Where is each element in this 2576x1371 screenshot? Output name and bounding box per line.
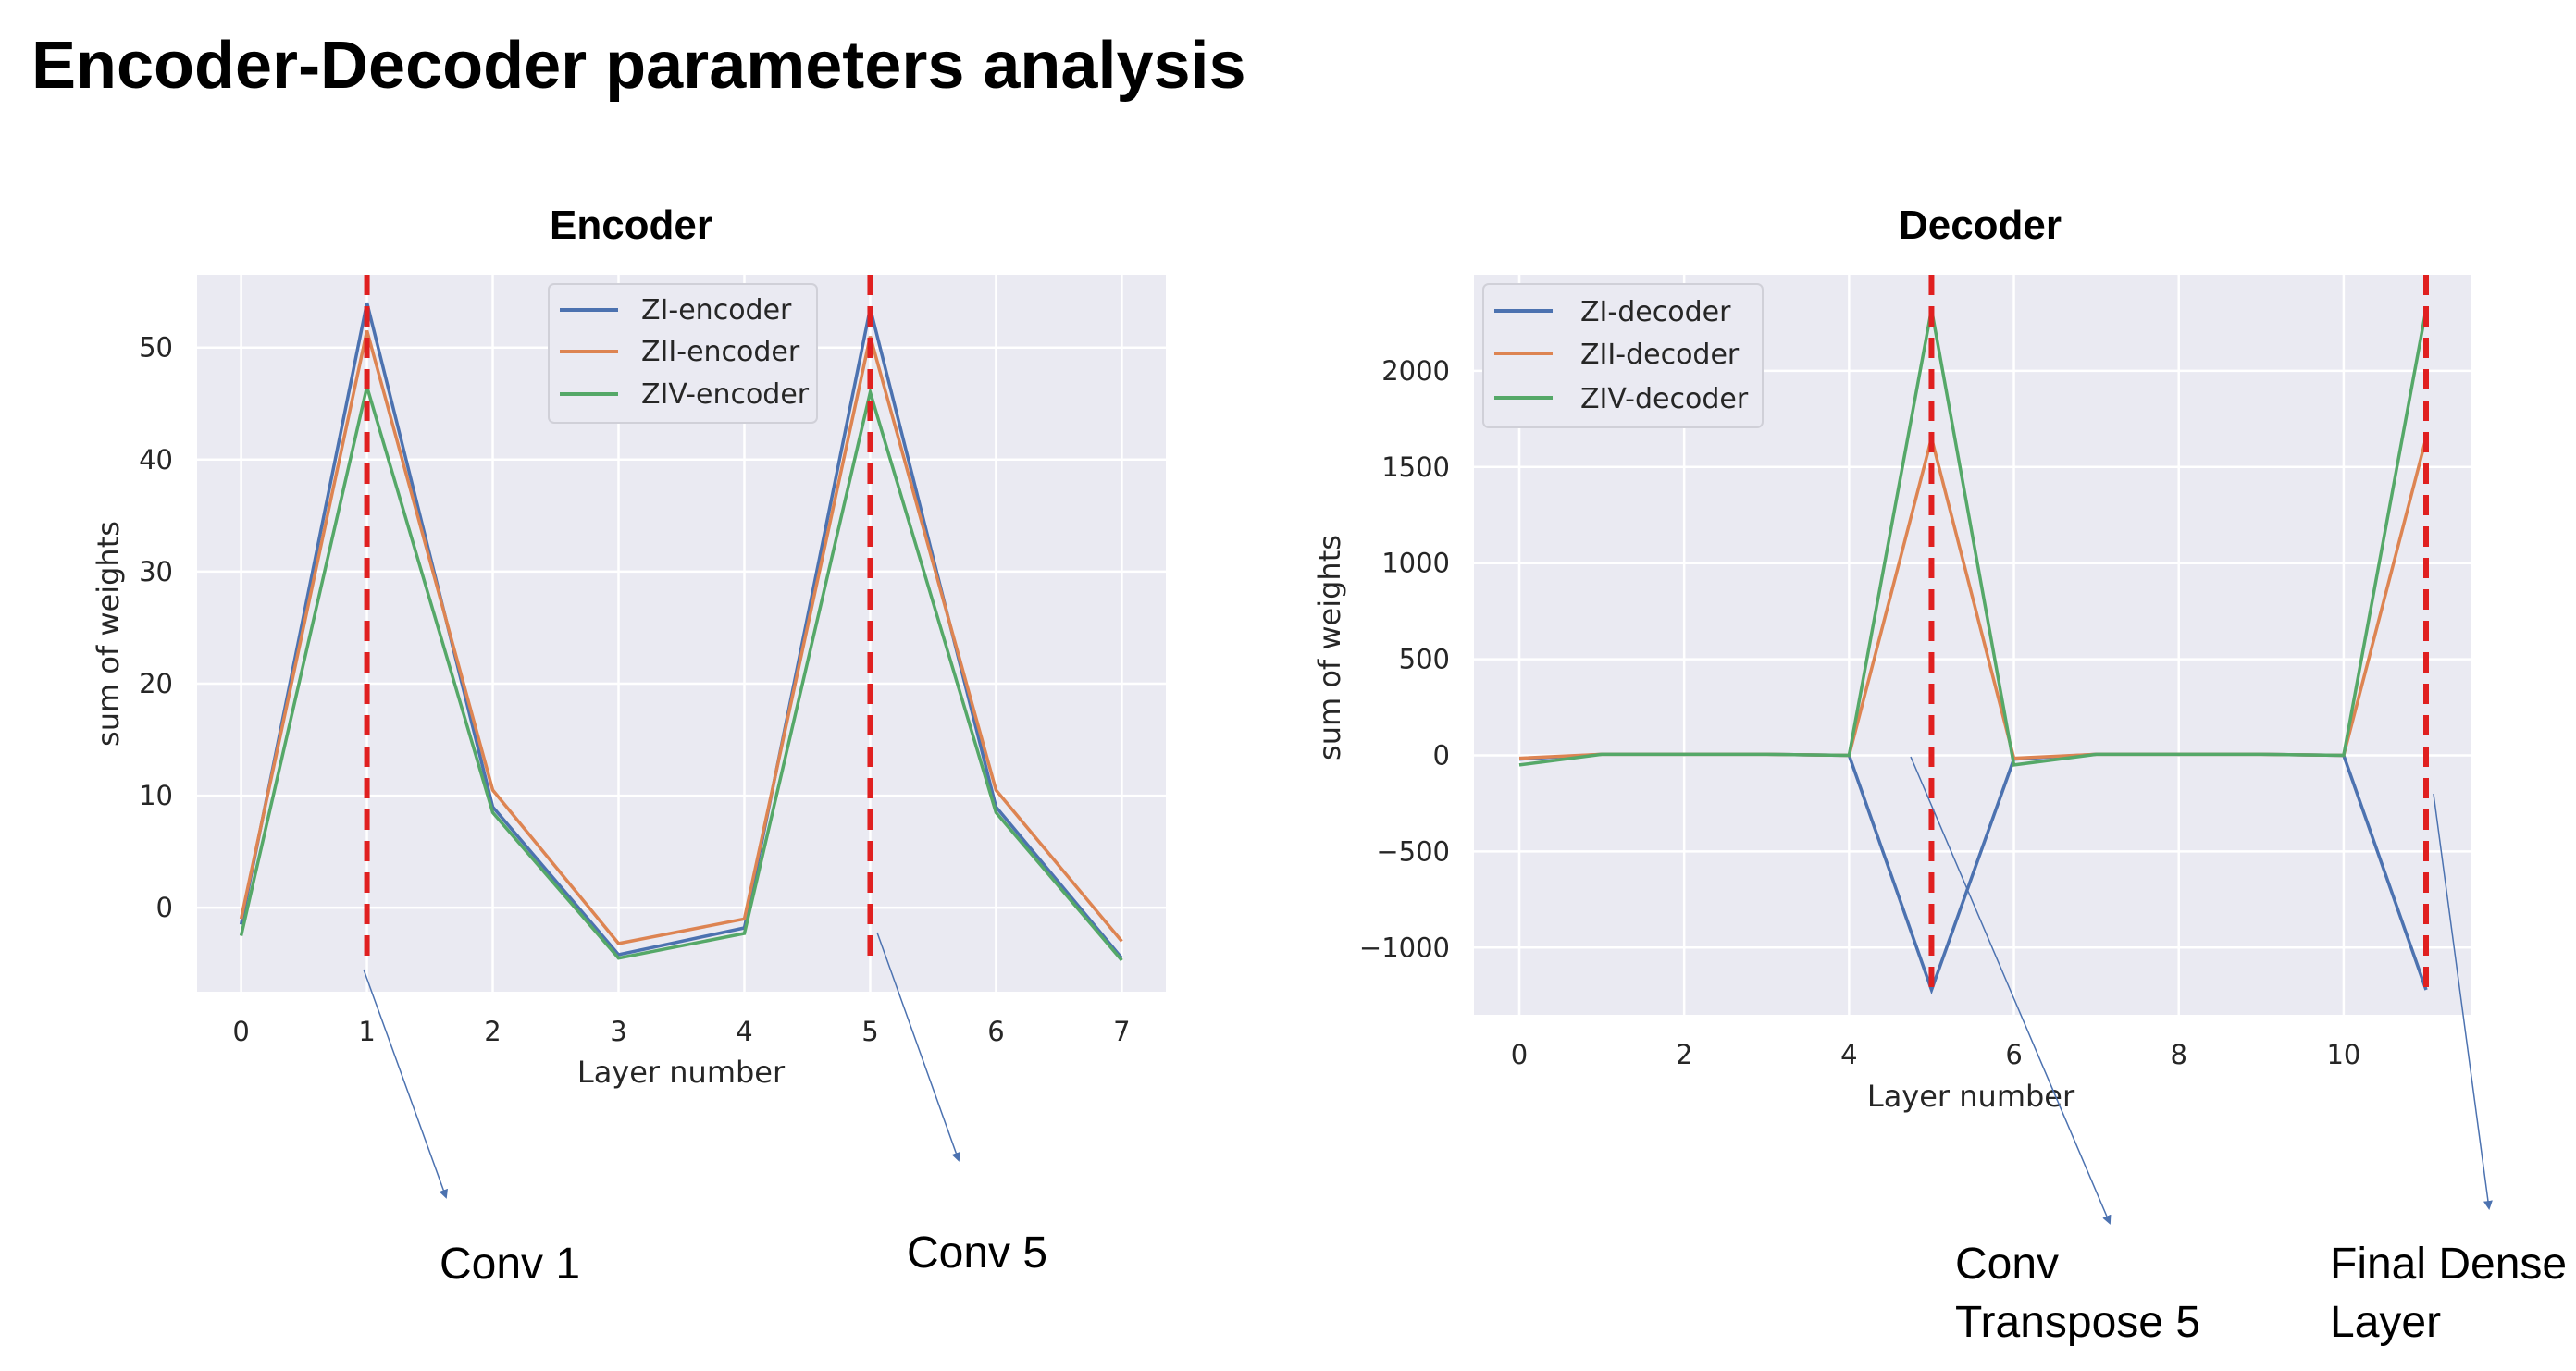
annotation-conv-transpose5-line2: Transpose 5 (1955, 1298, 2200, 1347)
encoder-markers (364, 275, 873, 964)
encoder-legend: ZI-encoder ZII-encoder ZIV-encoder (548, 283, 818, 424)
encoder-ylabel: sum of weights (91, 521, 126, 747)
encoder-legend-box (548, 283, 818, 424)
annotation-conv1: Conv 1 (440, 1240, 580, 1289)
x-tick-label: 5 (861, 1016, 878, 1047)
conv-transpose5-arrow (1910, 756, 2112, 1225)
y-tick-label: 0 (1433, 739, 1450, 771)
decoder-legend-label: ZIV-decoder (1580, 383, 1749, 415)
encoder-legend-label: ZIV-encoder (641, 378, 810, 411)
x-tick-label: 0 (232, 1016, 249, 1047)
conv5-arrow (876, 932, 961, 1162)
annotation-final-dense-line1: Final Dense (2330, 1240, 2567, 1289)
y-tick-label: 2000 (1381, 355, 1450, 387)
series-line-ZIV-decoder (1518, 309, 2428, 767)
y-tick-label: −500 (1376, 835, 1450, 867)
y-tick-label: 10 (139, 780, 173, 811)
x-tick-label: 0 (1511, 1039, 1528, 1070)
decoder-title: Decoder (1899, 203, 2062, 248)
x-tick-label: 4 (736, 1016, 752, 1047)
y-tick-label: 1500 (1381, 451, 1450, 483)
decoder-ylabel: sum of weights (1312, 535, 1347, 760)
page-title: Encoder-Decoder parameters analysis (31, 29, 1246, 103)
y-tick-label: 0 (156, 892, 173, 923)
annotation-conv5: Conv 5 (907, 1229, 1047, 1278)
y-tick-label: 20 (139, 668, 173, 699)
decoder-series (1518, 309, 2428, 995)
x-tick-label: 6 (987, 1016, 1004, 1047)
y-tick-label: 30 (139, 556, 173, 587)
encoder-xlabel: Layer number (577, 1055, 786, 1090)
decoder-markers (1928, 275, 2429, 987)
x-tick-label: 7 (1113, 1016, 1130, 1047)
y-tick-label: 40 (139, 444, 173, 476)
x-tick-label: 1 (358, 1016, 375, 1047)
decoder-legend-box (1482, 283, 1764, 428)
decoder-xlabel: Layer number (1867, 1079, 2075, 1114)
y-tick-label: 500 (1399, 644, 1450, 675)
encoder-y-ticks: 0 10 20 30 40 50 (139, 332, 173, 923)
decoder-legend-label: ZI-decoder (1580, 296, 1731, 328)
x-tick-label: 10 (2326, 1039, 2360, 1070)
x-tick-label: 6 (2005, 1039, 2022, 1070)
conv1-arrow (363, 969, 448, 1199)
x-tick-label: 3 (610, 1016, 626, 1047)
y-tick-label: 50 (139, 332, 173, 364)
encoder-legend-label: ZI-encoder (641, 294, 792, 327)
x-tick-label: 8 (2171, 1039, 2187, 1070)
decoder-legend: ZI-decoder ZII-decoder ZIV-decoder (1482, 283, 1764, 428)
x-tick-label: 2 (484, 1016, 501, 1047)
final-dense-arrow (2433, 793, 2493, 1210)
encoder-x-ticks: 0 1 2 3 4 5 6 7 (232, 1016, 1130, 1047)
decoder-legend-label: ZII-decoder (1580, 339, 1740, 371)
y-tick-label: −1000 (1359, 932, 1450, 963)
series-line-ZI-encoder (239, 302, 1123, 959)
y-tick-label: 1000 (1381, 548, 1450, 579)
encoder-title: Encoder (550, 203, 712, 248)
encoder-series (239, 302, 1123, 962)
series-line-ZIV-encoder (239, 380, 1123, 962)
decoder-x-ticks: 0 2 4 6 8 10 (1511, 1039, 2361, 1070)
x-tick-label: 4 (1840, 1039, 1857, 1070)
x-tick-label: 2 (1676, 1039, 1692, 1070)
annotation-conv-transpose5-line1: Conv (1955, 1240, 2059, 1289)
encoder-legend-label: ZII-encoder (641, 336, 800, 368)
annotation-final-dense-line2: Layer (2330, 1298, 2441, 1347)
series-line-ZII-encoder (239, 330, 1123, 945)
decoder-y-ticks: −1000 −500 0 500 1000 1500 2000 (1359, 355, 1450, 963)
decoder-chart: Decoder 0 2 4 6 8 10 −1000 −500 0 500 1000 1500 200… (1312, 203, 2567, 1347)
encoder-chart: Encoder 0 1 2 3 4 5 6 7 0 10 20 30 40 50 Layer numbe… (91, 203, 1166, 1289)
